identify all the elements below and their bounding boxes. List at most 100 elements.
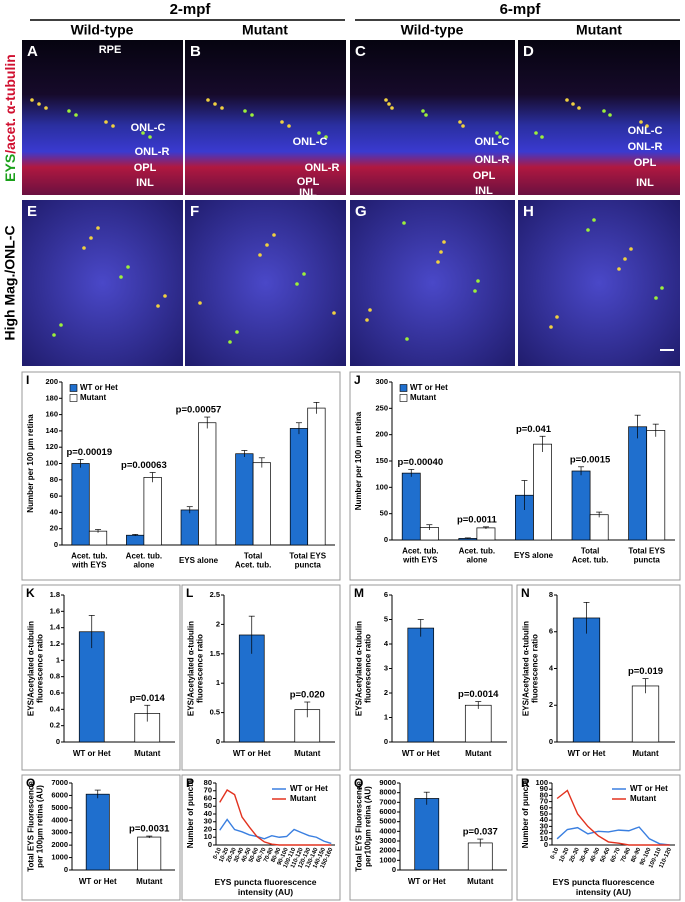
micrograph [350,200,515,366]
puncta [602,109,606,113]
series-line [219,818,332,845]
x-tick-label: EYS alone [179,556,219,565]
text-line: Acet. tub. [572,556,608,565]
y-tick-label: 160 [45,410,58,419]
y-tick-label: 300 [375,377,388,386]
bar [126,534,145,546]
panel-letter: O [26,776,35,790]
bar [533,443,552,541]
layer-label: OPL [134,162,157,174]
layer-label: INL [475,185,493,197]
y-tick-label: 1 [384,712,388,721]
puncta [565,98,569,102]
puncta [302,272,306,276]
puncta [52,333,56,337]
puncta [476,279,480,283]
text-line: fluorescence ratio [531,634,540,703]
chart-frame [181,584,341,771]
text-line: Total [244,552,263,561]
panel-letter: D [523,43,534,60]
puncta [96,226,100,230]
bar [307,407,326,546]
y-tick-label: 0 [216,737,220,746]
layer-label: INL [636,177,654,189]
y-tick-label: 2 [216,619,220,628]
p-value: p=0.0014 [458,689,499,700]
x-tick-label: 0-10 [550,846,561,860]
y-tick-label: 6000 [379,807,396,816]
bar [85,793,110,871]
y-tick-label: 1000 [379,855,396,864]
y-tick-label: 0.4 [50,704,61,713]
y-tick-label: 60 [540,803,548,812]
bar [572,617,601,743]
puncta [280,120,284,124]
bar [180,509,199,546]
layer-label: ONL-C [628,125,663,137]
puncta [287,124,291,128]
p-value: p=0.019 [628,666,663,677]
x-tick-label: Mutant [136,877,163,886]
puncta [67,109,71,113]
puncta [119,275,123,279]
x-tick-label: Mutant [465,749,492,758]
legend-label: Mutant [630,794,657,803]
puncta [555,315,559,319]
puncta [163,294,167,298]
y-tick-label: 5000 [379,817,396,826]
bar [143,477,162,546]
y-tick-label: 20 [50,524,58,533]
text-line: puncta [634,556,661,565]
puncta [104,120,108,124]
y-tick-label: 70 [540,797,548,806]
panel-letter: N [521,586,530,600]
y-tick-label: 150 [375,456,388,465]
stain-eys: EYS [2,154,18,182]
y-tick-label: 0 [54,540,58,549]
puncta [608,113,612,117]
y-axis-label: EYS/Acetylated α-tubulinfluorescence rat… [187,621,205,716]
p-value: p=0.037 [463,827,498,838]
layer-label: ONL-C [131,122,166,134]
text-line: Acet. tub. [71,552,107,561]
bar [467,842,493,871]
panel-letter: R [521,776,530,790]
chart-frame [21,371,341,581]
layer-label: ONL-R [628,141,663,153]
text-line: fluorescence ratio [364,634,373,703]
chart-frame [21,774,181,901]
text-line: per100µm retina (AU) [364,786,373,867]
y-tick-label: 3 [384,663,388,672]
puncta [654,296,658,300]
p-value: p=0.00057 [176,405,222,416]
puncta [213,102,217,106]
puncta [265,243,269,247]
y-axis-label: EYS/Acetylated α-tubulinfluorescence rat… [522,621,540,716]
chart-frame [516,584,681,771]
chart-frame [349,584,513,771]
puncta [148,135,152,139]
x-tick-label: Mutant [134,749,161,758]
p-value: p=0.041 [516,424,552,435]
puncta [206,98,210,102]
bar [78,631,105,743]
puncta [332,311,336,315]
puncta [74,113,78,117]
puncta [387,102,391,106]
panel-letter: Q [354,776,363,790]
y-tick-label: 1.2 [50,639,60,648]
x-tick-label: Acet. tub. alone [126,552,162,570]
y-tick-label: 70 [204,786,212,795]
legend-label: Mutant [80,393,107,402]
panel-letter: A [27,43,38,60]
puncta [549,325,553,329]
puncta [126,265,130,269]
y-tick-label: 1.8 [50,590,60,599]
y-tick-label: 50 [380,509,388,518]
legend-label: WT or Het [630,784,668,793]
column-label: Mutant [242,22,288,38]
stain-label: EYS/acet. α-tubulin [2,54,18,182]
text-line: Acet. tub. [402,547,438,556]
p-value: p=0.0031 [129,824,170,835]
x-tick-label: WT or Het [408,877,446,886]
